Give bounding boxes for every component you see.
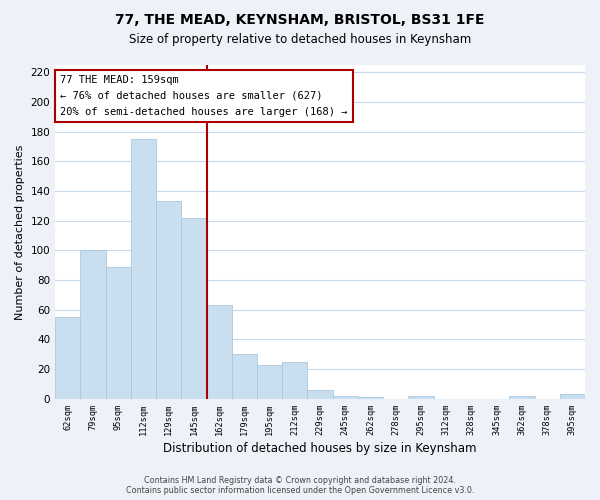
Bar xyxy=(332,396,358,398)
Text: 77, THE MEAD, KEYNSHAM, BRISTOL, BS31 1FE: 77, THE MEAD, KEYNSHAM, BRISTOL, BS31 1F… xyxy=(115,12,485,26)
Text: Contains public sector information licensed under the Open Government Licence v3: Contains public sector information licen… xyxy=(126,486,474,495)
Bar xyxy=(409,396,434,398)
Bar xyxy=(257,364,282,398)
Bar xyxy=(106,266,131,398)
Text: Size of property relative to detached houses in Keynsham: Size of property relative to detached ho… xyxy=(129,32,471,46)
Bar xyxy=(206,306,232,398)
Bar xyxy=(131,139,156,398)
Bar xyxy=(358,397,383,398)
Text: Contains HM Land Registry data © Crown copyright and database right 2024.: Contains HM Land Registry data © Crown c… xyxy=(144,476,456,485)
Y-axis label: Number of detached properties: Number of detached properties xyxy=(15,144,25,320)
Bar xyxy=(80,250,106,398)
Bar xyxy=(509,396,535,398)
Text: 77 THE MEAD: 159sqm
← 76% of detached houses are smaller (627)
20% of semi-detac: 77 THE MEAD: 159sqm ← 76% of detached ho… xyxy=(60,76,348,116)
X-axis label: Distribution of detached houses by size in Keynsham: Distribution of detached houses by size … xyxy=(163,442,477,455)
Bar xyxy=(55,317,80,398)
Bar xyxy=(560,394,585,398)
Bar xyxy=(232,354,257,399)
Bar xyxy=(307,390,332,398)
Bar xyxy=(282,362,307,399)
Bar xyxy=(156,202,181,398)
Bar xyxy=(181,218,206,398)
